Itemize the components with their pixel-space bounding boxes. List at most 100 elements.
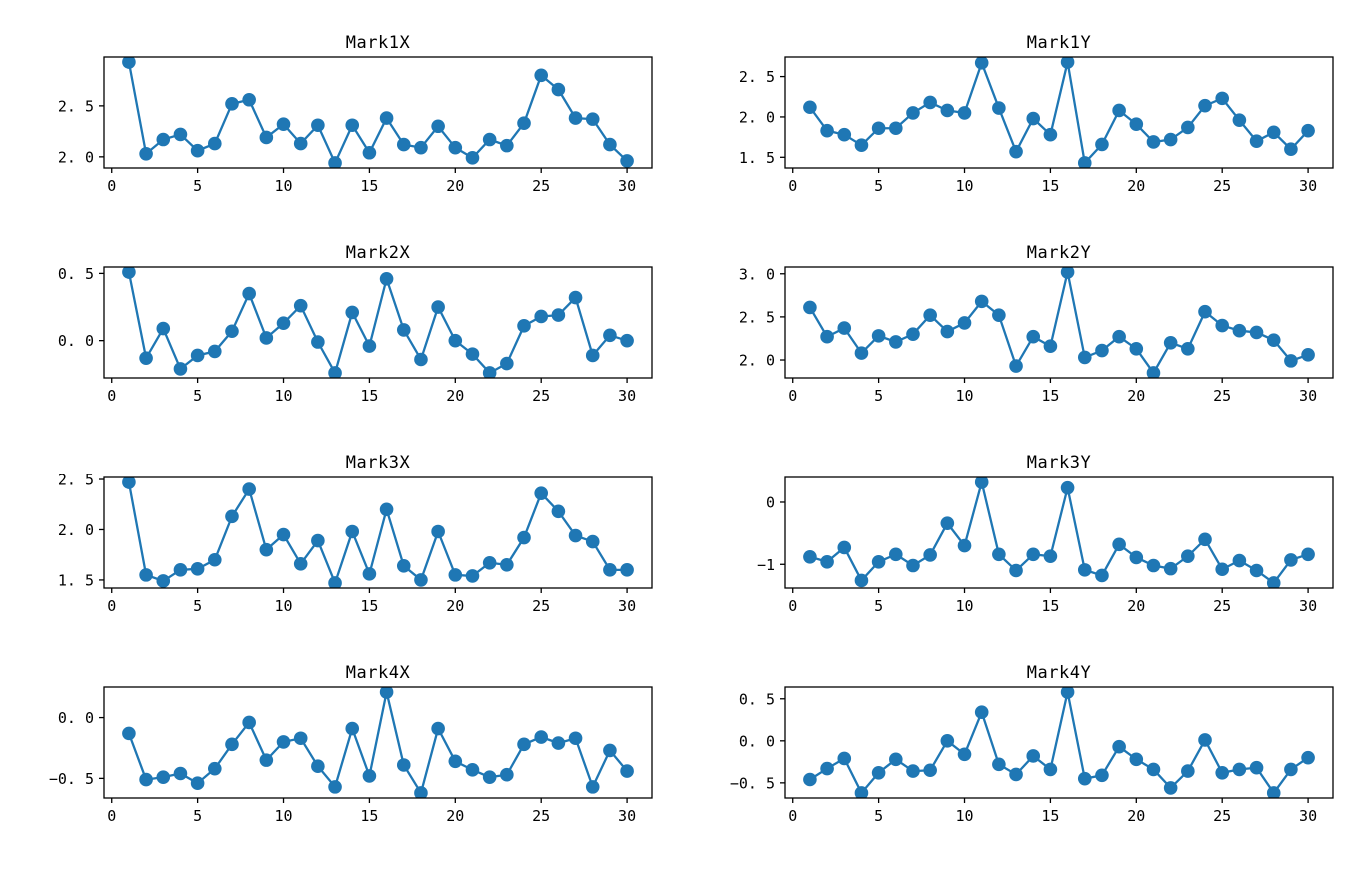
axes-border [784,476,1334,589]
chart-title: Mark4Y [1026,663,1092,683]
data-point-marker [1043,549,1058,563]
subplot-mark2y: Mark2Y 0 5 10 15 20 25 30 2. 0 2. 5 3. 0 [681,228,1362,438]
data-point-marker [173,362,188,376]
data-point-marker [190,562,205,576]
data-point-marker [1146,762,1161,777]
data-point-marker [820,329,834,344]
data-point-marker [448,568,463,582]
data-point-marker [328,576,342,588]
x-tick-label: 30 [618,387,636,405]
data-point-marker [1112,103,1126,118]
data-point-marker [1215,91,1229,106]
series-group [122,57,634,168]
data-point-marker [906,106,920,120]
data-point-marker [1266,333,1281,347]
line-series [808,271,1309,376]
data-point-marker [396,137,411,152]
data-point-marker [1163,561,1178,576]
data-point-marker [1095,568,1109,583]
data-point-marker [992,308,1006,322]
data-point-marker [156,770,171,784]
data-point-marker [242,92,256,107]
data-point-marker [156,321,171,336]
data-point-marker [871,765,886,780]
x-tick-label: 10 [274,387,292,405]
data-point-marker [1026,329,1041,344]
x-tick-label: 5 [874,177,883,195]
data-point-marker [139,568,153,582]
data-point-marker [1060,267,1075,279]
data-point-marker [1095,343,1109,358]
data-point-marker [534,486,548,500]
chart-title: Mark2X [345,243,411,263]
data-point-marker [173,766,188,781]
data-point-marker [396,758,411,772]
data-point-marker [940,324,955,339]
data-point-marker [1284,354,1298,368]
chart-canvas-mark3x: 0 5 10 15 20 25 30 1. 5 2. 0 2. 5 [58,474,653,615]
axes-border [784,56,1334,169]
data-point-marker [820,554,834,569]
data-point-marker [1232,762,1247,777]
data-point-marker [414,352,428,367]
data-point-marker [379,111,394,125]
data-point-marker [139,772,153,787]
x-tick-label: 5 [193,177,202,195]
data-point-marker [190,143,205,158]
data-point-marker [1009,767,1023,782]
data-point-marker [585,348,600,363]
data-point-marker [551,504,566,519]
data-point-marker [414,140,428,155]
line-series [809,481,1309,585]
x-tick-label: 10 [955,597,973,615]
data-point-marker [1249,563,1264,578]
subplot-mark4y: Mark4Y 0 5 10 15 20 25 30 −0. 5 0. 0 0. 5 [681,648,1362,858]
data-point-marker [482,366,497,378]
data-point-marker [242,482,256,496]
x-tick-label: 0 [788,597,797,615]
chart-title: Mark2Y [1026,243,1092,263]
data-point-marker [1077,563,1092,577]
data-point-marker [465,151,480,165]
x-tick-label: 0 [788,177,797,195]
chart-canvas-mark4y: 0 5 10 15 20 25 30 −0. 5 0. 0 0. 5 [730,686,1334,825]
series-group [803,57,1315,168]
data-point-marker [1129,342,1144,356]
x-tick-label: 5 [193,387,202,405]
data-point-marker [328,366,342,378]
data-point-marker [139,351,153,365]
data-point-marker [957,316,972,330]
data-point-marker [1129,550,1144,565]
data-point-marker [1198,304,1212,319]
data-point-marker [293,556,308,571]
data-point-marker [603,137,617,152]
data-point-marker [837,751,852,766]
data-point-marker [1181,549,1195,563]
chart-title: Mark1X [345,33,411,53]
data-point-marker [1163,335,1178,350]
x-tick-label: 30 [1299,177,1317,195]
data-point-marker [957,538,972,553]
axes-border [103,476,653,589]
data-point-marker [431,721,445,736]
data-point-marker [889,121,903,136]
data-point-marker [122,267,136,279]
data-point-marker [1215,562,1229,577]
data-point-marker [500,767,514,782]
series-group [122,687,634,798]
data-point-marker [500,557,514,572]
data-point-marker [923,763,937,778]
series-group [803,477,1315,588]
data-point-marker [431,524,445,539]
data-point-marker [1198,98,1212,113]
data-point-marker [568,111,583,125]
data-point-marker [992,101,1006,115]
data-point-marker [517,319,531,333]
x-tick-label: 20 [1127,807,1145,825]
subplot-mark3x: Mark3X 0 5 10 15 20 25 30 1. 5 2. 0 2. 5 [0,438,681,648]
data-point-marker [156,574,171,588]
chart-canvas-mark2x: 0 5 10 15 20 25 30 0. 0 0. 5 [58,265,653,405]
data-point-marker [242,286,256,301]
data-point-marker [1301,547,1315,562]
